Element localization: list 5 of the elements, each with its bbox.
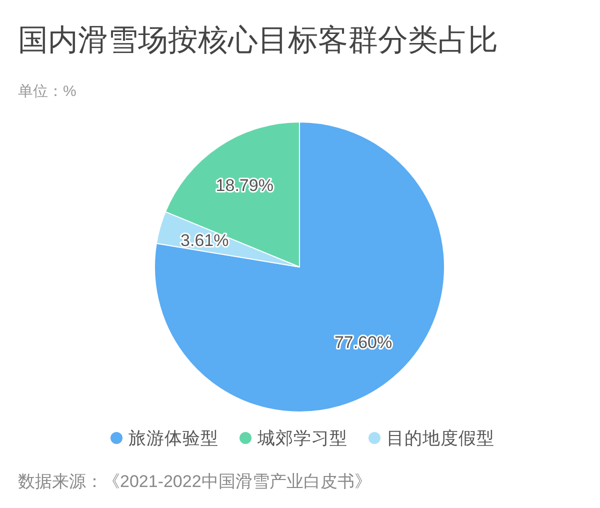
- legend-label: 旅游体验型: [128, 428, 218, 448]
- annotation: 数据来源：《2021-2022中国滑雪产业白皮书》: [18, 472, 372, 491]
- subtitle: 单位：%: [18, 83, 76, 100]
- legend-label: 城郊学习型: [256, 428, 348, 448]
- title: 国内滑雪场按核心目标客群分类占比: [18, 24, 498, 57]
